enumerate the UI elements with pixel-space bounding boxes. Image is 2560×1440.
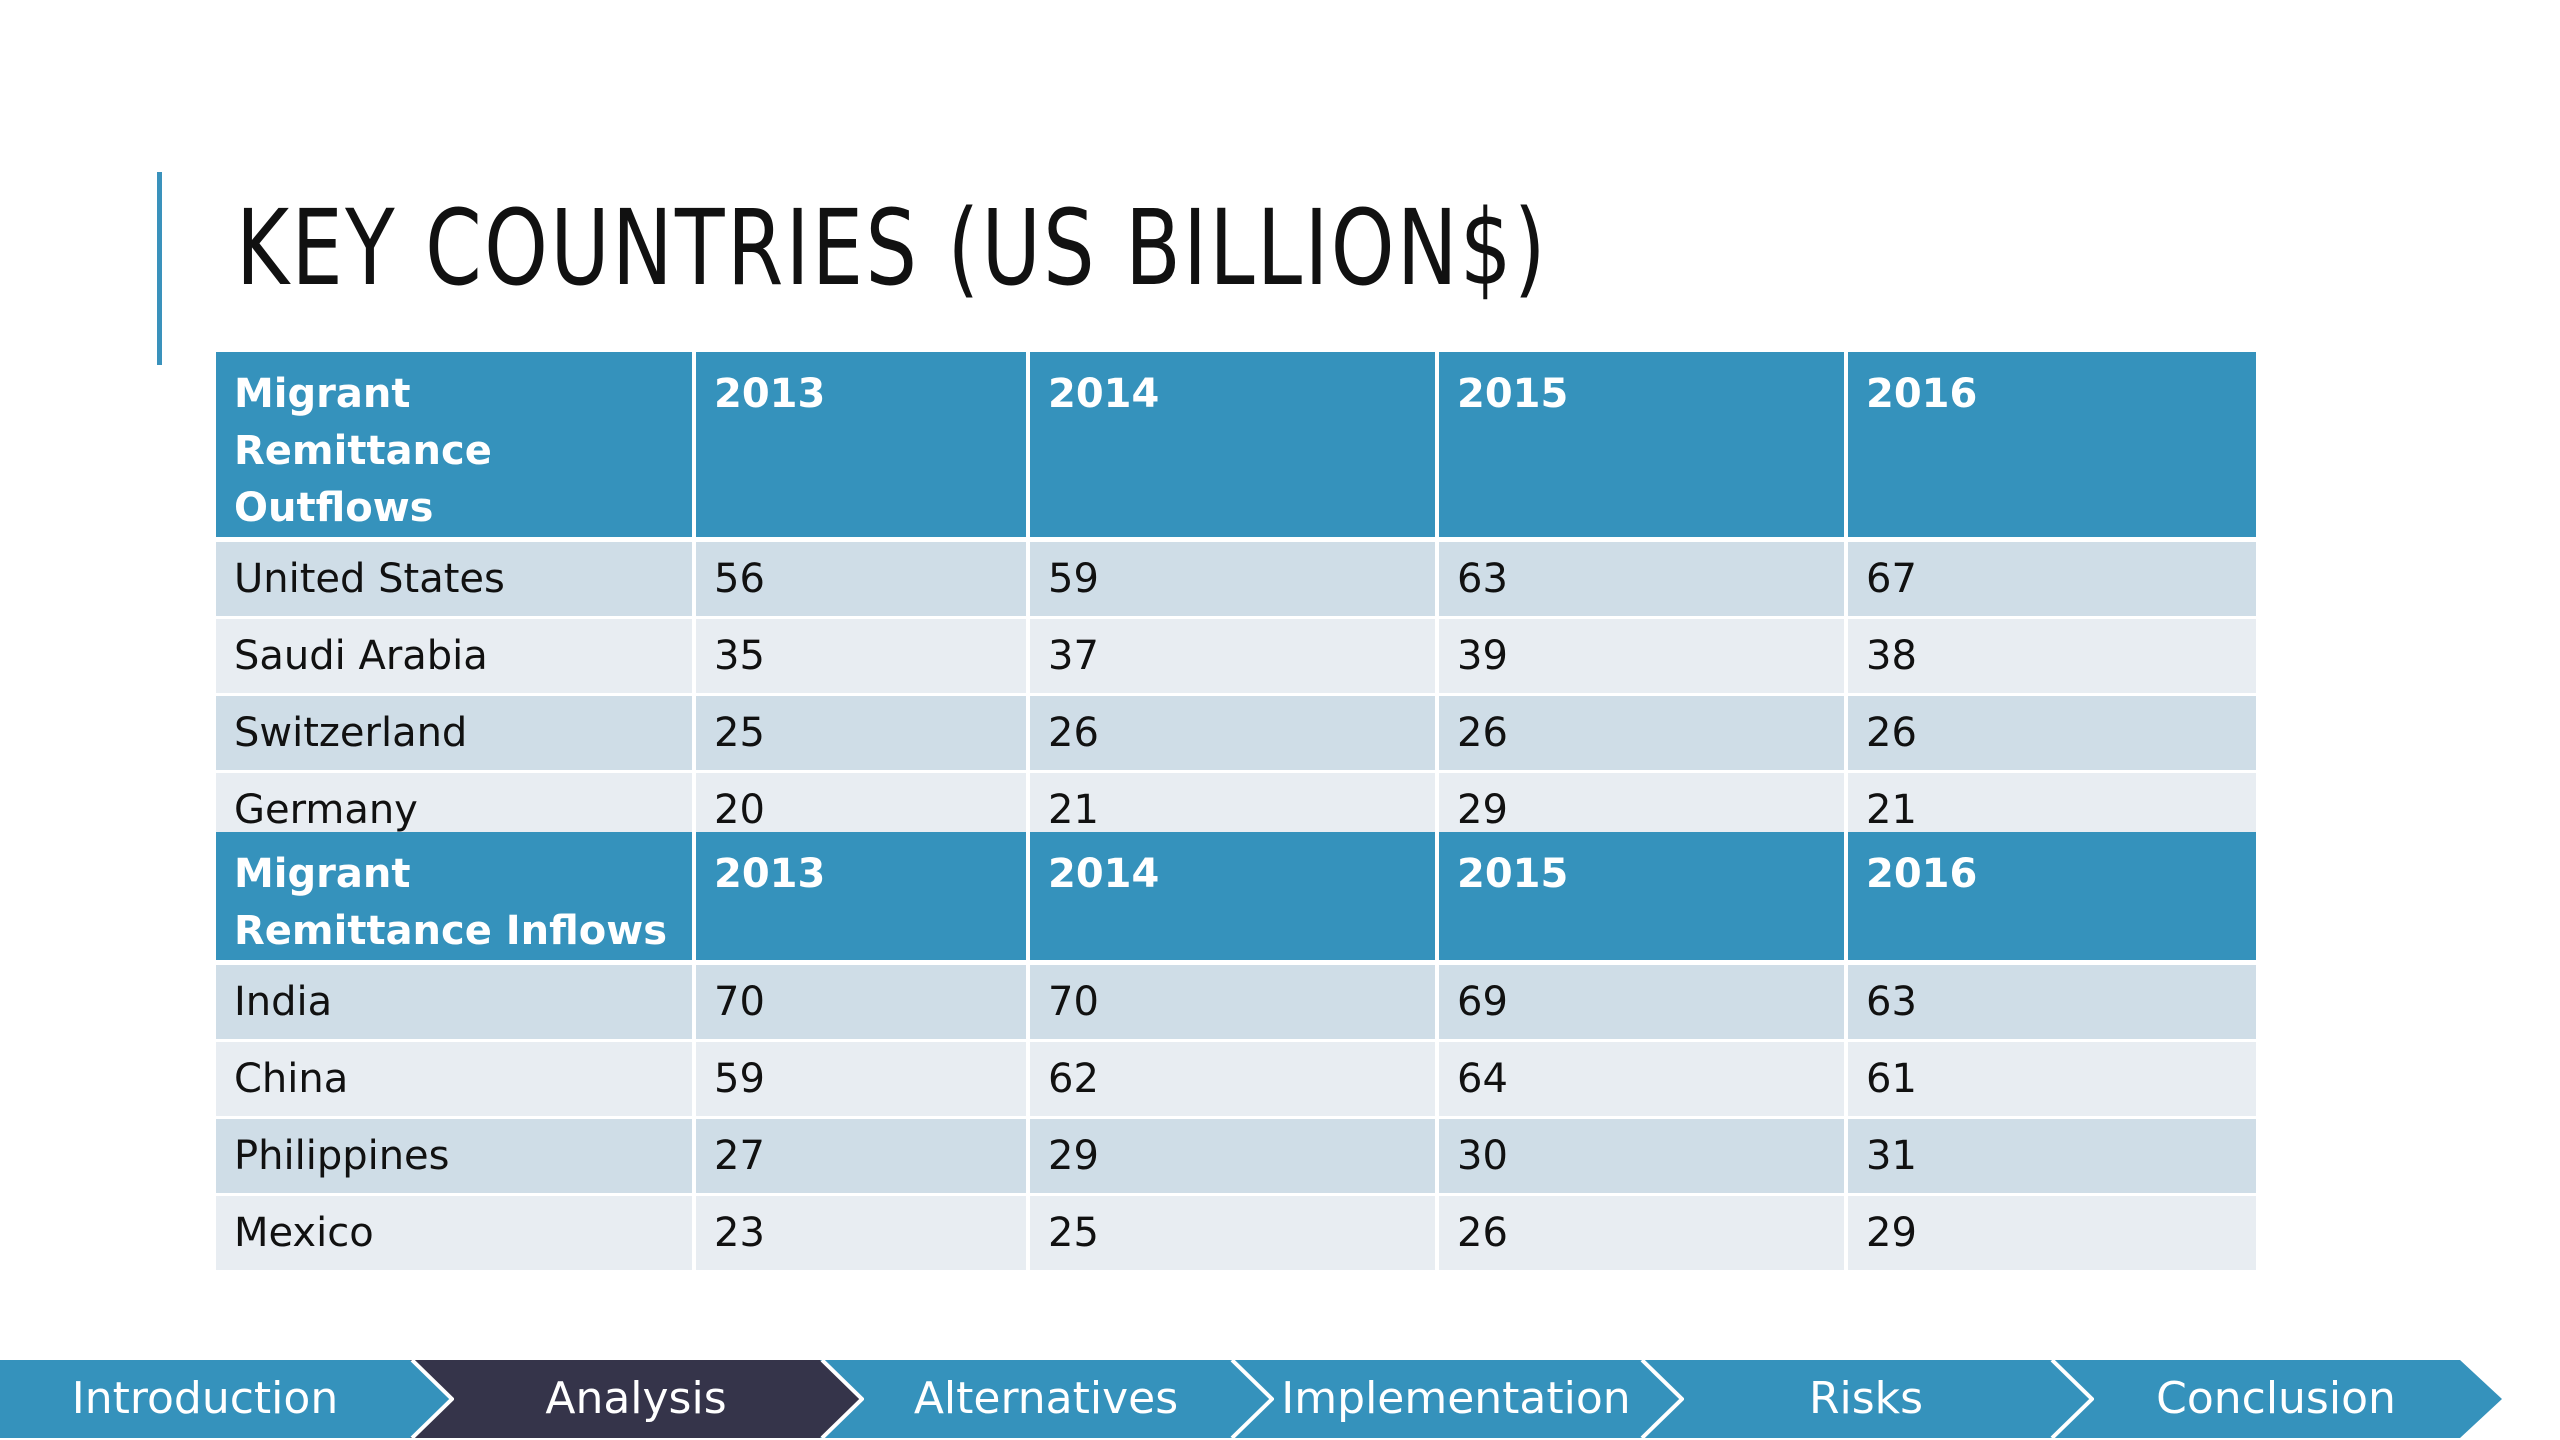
value-cell: 67 — [1848, 542, 2256, 619]
inflows-table: Migrant Remittance Inflows 2013 2014 201… — [216, 832, 2256, 1273]
value-cell: 30 — [1439, 1119, 1848, 1196]
value-cell: 23 — [696, 1196, 1030, 1273]
nav-item-label: Alternatives — [913, 1373, 1179, 1424]
nav-item-label: Risks — [1808, 1373, 1924, 1424]
value-cell: 38 — [1848, 619, 2256, 696]
value-cell: 62 — [1030, 1042, 1439, 1119]
nav-item-analysis[interactable]: Analysis — [410, 1360, 862, 1438]
table-row: Switzerland 25 26 26 26 — [216, 696, 2256, 773]
nav-item-label: Analysis — [545, 1373, 727, 1424]
value-cell: 26 — [1439, 1196, 1848, 1273]
header-cell: 2013 — [696, 832, 1030, 965]
table-row: China 59 62 64 61 — [216, 1042, 2256, 1119]
nav-item-introduction[interactable]: Introduction — [0, 1360, 452, 1438]
nav-item-implementation[interactable]: Implementation — [1230, 1360, 1682, 1438]
value-cell: 31 — [1848, 1119, 2256, 1196]
value-cell: 69 — [1439, 965, 1848, 1042]
table-row: Philippines 27 29 30 31 — [216, 1119, 2256, 1196]
value-cell: 29 — [1848, 1196, 2256, 1273]
header-cell: 2014 — [1030, 832, 1439, 965]
table-row: Saudi Arabia 35 37 39 38 — [216, 619, 2256, 696]
value-cell: 56 — [696, 542, 1030, 619]
country-cell: United States — [216, 542, 696, 619]
value-cell: 59 — [696, 1042, 1030, 1119]
value-cell: 64 — [1439, 1042, 1848, 1119]
header-cell: 2016 — [1848, 832, 2256, 965]
nav-item-label: Conclusion — [2156, 1373, 2396, 1424]
nav-item-conclusion[interactable]: Conclusion — [2050, 1360, 2502, 1438]
country-cell: Mexico — [216, 1196, 696, 1273]
value-cell: 63 — [1848, 965, 2256, 1042]
value-cell: 37 — [1030, 619, 1439, 696]
value-cell: 26 — [1030, 696, 1439, 773]
section-nav: Introduction Analysis Alternatives Imple… — [0, 1360, 2560, 1438]
value-cell: 59 — [1030, 542, 1439, 619]
country-cell: Switzerland — [216, 696, 696, 773]
value-cell: 25 — [696, 696, 1030, 773]
header-cell: 2015 — [1439, 352, 1848, 542]
header-cell: 2016 — [1848, 352, 2256, 542]
value-cell: 70 — [696, 965, 1030, 1042]
country-cell: India — [216, 965, 696, 1042]
outflows-table: Migrant Remittance Outflows 2013 2014 20… — [216, 352, 2256, 850]
slide-title: KEY COUNTRIES (US BILLION$) — [236, 187, 1548, 309]
table-row: India 70 70 69 63 — [216, 965, 2256, 1042]
table-header-row: Migrant Remittance Inflows 2013 2014 201… — [216, 832, 2256, 965]
value-cell: 26 — [1439, 696, 1848, 773]
value-cell: 25 — [1030, 1196, 1439, 1273]
country-cell: Saudi Arabia — [216, 619, 696, 696]
country-cell: Philippines — [216, 1119, 696, 1196]
header-cell: 2014 — [1030, 352, 1439, 542]
header-cell: 2013 — [696, 352, 1030, 542]
header-cell: 2015 — [1439, 832, 1848, 965]
table-header-row: Migrant Remittance Outflows 2013 2014 20… — [216, 352, 2256, 542]
value-cell: 70 — [1030, 965, 1439, 1042]
table-row: United States 56 59 63 67 — [216, 542, 2256, 619]
nav-item-risks[interactable]: Risks — [1640, 1360, 2092, 1438]
header-cell: Migrant Remittance Outflows — [216, 352, 696, 542]
nav-item-label: Introduction — [71, 1373, 339, 1424]
header-cell: Migrant Remittance Inflows — [216, 832, 696, 965]
value-cell: 27 — [696, 1119, 1030, 1196]
value-cell: 63 — [1439, 542, 1848, 619]
value-cell: 29 — [1030, 1119, 1439, 1196]
nav-item-label: Implementation — [1281, 1373, 1631, 1424]
table-row: Mexico 23 25 26 29 — [216, 1196, 2256, 1273]
country-cell: China — [216, 1042, 696, 1119]
value-cell: 26 — [1848, 696, 2256, 773]
value-cell: 39 — [1439, 619, 1848, 696]
nav-item-alternatives[interactable]: Alternatives — [820, 1360, 1272, 1438]
value-cell: 35 — [696, 619, 1030, 696]
value-cell: 61 — [1848, 1042, 2256, 1119]
title-accent-bar — [157, 172, 162, 365]
